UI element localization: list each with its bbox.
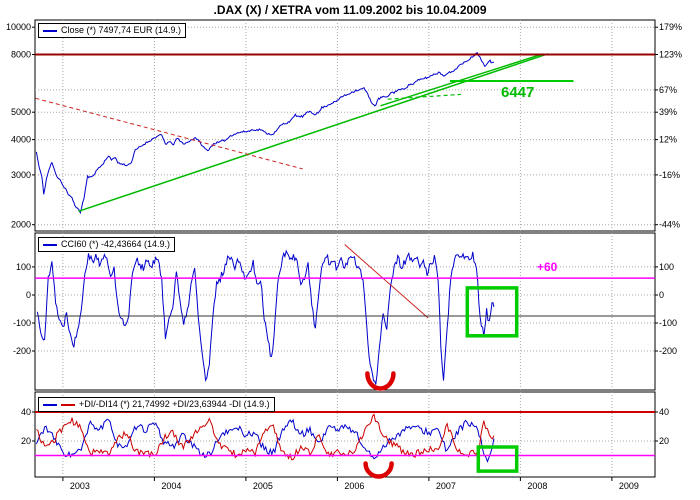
year-label: 2005 xyxy=(253,481,273,491)
year-label: 2003 xyxy=(70,481,90,491)
price-trendline xyxy=(380,53,544,107)
cci-level-label: +60 xyxy=(537,260,558,274)
year-label: 2007 xyxy=(436,481,456,491)
price-panel-frame xyxy=(34,19,656,232)
year-label: 2008 xyxy=(527,481,547,491)
dmi-ytick-left-label: 40 xyxy=(21,407,31,417)
cci-ytick-right-label: -100 xyxy=(659,318,677,328)
price-ytick-left-label: 3000 xyxy=(11,170,31,180)
price-ytick-left-label: 10000 xyxy=(6,22,31,32)
price-ytick-right-label: -16% xyxy=(659,170,680,180)
dmi-highlight-arc xyxy=(363,461,394,479)
price-ytick-left-label: 2000 xyxy=(11,220,31,230)
legend-cci: CCI60 (*) -42,43664 (14.9.) xyxy=(38,237,176,252)
cci-ytick-left-label: -100 xyxy=(13,318,31,328)
year-label: 2006 xyxy=(344,481,364,491)
dmi-ytick-left-label: 20 xyxy=(21,436,31,446)
year-label: 2004 xyxy=(161,481,181,491)
cci-panel-frame xyxy=(34,232,656,391)
price-trendline xyxy=(387,93,461,100)
year-label: 2009 xyxy=(619,481,639,491)
price-ytick-left-label: 5000 xyxy=(11,107,31,117)
legend-dmi-label: +DI/-DI14 (*) 21,74992 +DI/23,63944 -DI … xyxy=(79,399,270,409)
close-line-swatch xyxy=(43,29,57,32)
cci-ytick-right-label: 100 xyxy=(659,262,674,272)
price-ytick-right-label: 39% xyxy=(659,107,677,117)
legend-close: Close (*) 7497,74 EUR (14.9.) xyxy=(38,23,187,38)
cci-line-swatch xyxy=(43,243,57,246)
price-ytick-left-label: 8000 xyxy=(11,50,31,60)
price-ytick-right-label: 12% xyxy=(659,135,677,145)
price-ytick-left-label: 4000 xyxy=(11,135,31,145)
price-series-Close xyxy=(35,52,495,215)
dmi-ytick-right-label: 40 xyxy=(659,407,669,417)
cci-series-CCI60 xyxy=(36,249,495,385)
price-ytick-right-label: 67% xyxy=(659,85,677,95)
minus-di-swatch xyxy=(61,403,75,406)
dmi-highlight-rect xyxy=(476,445,519,473)
cci-ytick-left-label: 100 xyxy=(16,262,31,272)
cci-highlight-rect xyxy=(465,286,519,338)
price-ytick-right-label: -44% xyxy=(659,220,680,230)
cci-highlight-arc xyxy=(365,371,396,391)
dmi-ytick-right-label: 20 xyxy=(659,436,669,446)
legend-cci-label: CCI60 (*) -42,43664 (14.9.) xyxy=(61,239,171,249)
legend-dmi: +DI/-DI14 (*) 21,74992 +DI/23,63944 -DI … xyxy=(38,397,275,412)
cci-ytick-left-label: -200 xyxy=(13,346,31,356)
cci-ytick-right-label: 0 xyxy=(659,290,664,300)
cci-ytick-left-label: 0 xyxy=(26,290,31,300)
price-ytick-right-label: 123% xyxy=(659,50,682,60)
dmi-series-minusDI xyxy=(36,413,495,461)
cci-trendline xyxy=(344,244,429,319)
price-level-label: 6447 xyxy=(501,84,535,101)
cci-ytick-right-label: -200 xyxy=(659,346,677,356)
legend-close-label: Close (*) 7497,74 EUR (14.9.) xyxy=(61,25,182,35)
dmi-series-plusDI xyxy=(35,418,495,463)
plus-di-swatch xyxy=(43,403,57,406)
chart-title: .DAX (X) / XETRA vom 11.09.2002 bis 10.0… xyxy=(213,3,487,17)
price-ytick-right-label: 179% xyxy=(659,22,682,32)
